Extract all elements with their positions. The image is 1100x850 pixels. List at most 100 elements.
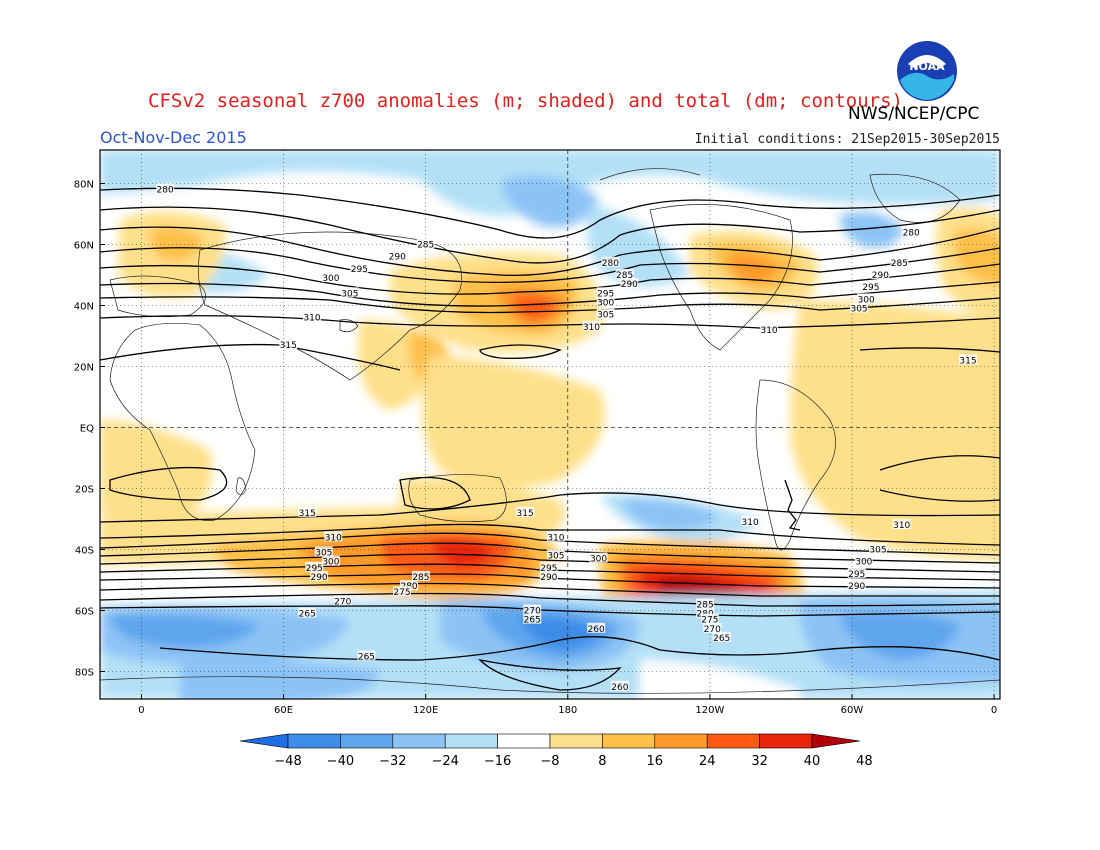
svg-text:265: 265 [358,652,375,662]
svg-text:310: 310 [583,323,600,333]
contour-label: 275 [392,586,411,598]
map-title: CFSv2 seasonal z700 anomalies (m; shaded… [148,90,903,112]
lon-tick-label: 0 [138,705,144,716]
svg-text:315: 315 [517,509,534,519]
svg-text:295: 295 [351,265,368,275]
contour-label: 285 [615,269,634,281]
contour-label: 310 [546,531,565,543]
contour-label: 310 [302,311,321,324]
lat-tick-label: 20N [74,363,94,374]
svg-text:270: 270 [524,607,541,617]
contour-label: 295 [350,262,369,275]
colorbar-tick-label: 8 [598,754,606,769]
svg-text:290: 290 [872,271,889,281]
coastlines [100,168,1000,694]
contour-label: 290 [847,580,866,592]
initial-conditions-label: Initial conditions: 21Sep2015-30Sep2015 [694,132,1000,147]
svg-text:265: 265 [299,610,316,620]
contour-label: 315 [279,339,298,351]
contour-label: 265 [298,607,317,620]
noaa-logo-icon: NOAA [897,41,957,101]
svg-text:260: 260 [588,625,605,635]
svg-text:305: 305 [869,546,886,556]
svg-text:300: 300 [855,558,872,568]
colorbar-max-triangle [811,733,861,749]
svg-text:290: 290 [310,573,327,583]
svg-text:310: 310 [742,518,759,528]
contour-label: 305 [596,308,615,321]
lon-tick-label: 0 [991,705,997,716]
svg-text:310: 310 [893,521,910,531]
contour-labels: 2802852902953003053103153102802852902953… [156,183,978,693]
svg-text:290: 290 [540,573,557,583]
svg-text:295: 295 [848,570,865,580]
contour-label: 265 [357,650,376,662]
contour-label: 315 [298,506,317,519]
svg-text:285: 285 [412,573,429,583]
longitude-ticks: 0 60E 120E 180 120W 60W 0 [138,694,997,716]
svg-text:275: 275 [393,588,410,598]
contour-label: 305 [314,546,333,559]
colorbar-tick-label: 32 [751,754,768,769]
graticule [100,150,1000,699]
contour-label: 290 [388,250,407,263]
svg-text:300: 300 [590,555,607,565]
lat-tick-label: 80N [74,180,94,191]
svg-text:305: 305 [850,305,867,315]
lat-tick-label: 80S [75,668,94,679]
contour-label: 295 [596,287,615,299]
colorbar-tick-label: −16 [484,754,511,769]
contour-label: 285 [416,238,435,251]
svg-text:305: 305 [341,289,358,299]
svg-text:280: 280 [903,228,920,238]
svg-text:295: 295 [540,564,557,574]
svg-text:265: 265 [524,616,541,626]
lon-tick-label: 60E [274,705,293,716]
contour-label: 310 [582,320,601,333]
svg-text:310: 310 [325,533,342,543]
contour-label: 280 [400,580,419,592]
svg-text:310: 310 [303,314,320,324]
contour-label: 305 [869,543,888,556]
contour-label: 285 [696,598,715,610]
contour-label: 280 [902,226,921,238]
svg-text:295: 295 [597,289,614,299]
svg-text:280: 280 [697,610,714,620]
contour-label: 310 [324,531,343,543]
colorbar-segment [706,733,760,749]
colorbar-tick-label: −32 [379,754,406,769]
contour-label: 260 [610,680,629,693]
contour-label: 300 [596,296,615,308]
lat-tick-label: 40N [74,302,94,313]
colorbar-segment [549,733,603,749]
svg-text:315: 315 [299,509,316,519]
svg-text:295: 295 [306,564,323,574]
contour-label: 310 [741,516,760,528]
contour-label: 270 [333,595,352,607]
contour-label: 270 [523,604,542,617]
contour-label: 260 [587,622,606,635]
colorbar-segment [654,733,708,749]
contour-label: 270 [703,622,722,635]
contour-label: 280 [156,183,175,196]
contour-label: 310 [892,519,911,531]
contour-label: 305 [340,287,359,299]
contour-label: 275 [700,613,719,626]
lat-tick-label: 60S [75,607,94,618]
contour-label: 295 [861,281,880,293]
map-frame [99,149,1001,700]
colorbar-tick-label: −40 [327,754,354,769]
svg-text:285: 285 [616,271,633,281]
agency-label: NWS/NCEP/CPC [848,104,980,124]
lat-tick-label: 20S [75,485,94,496]
svg-text:270: 270 [334,597,351,607]
colorbar-tick-label: −8 [540,754,559,769]
lat-tick-label: EQ [80,424,94,435]
contour-label: 285 [411,570,430,583]
contour-label: 265 [712,631,731,644]
svg-text:NOAA: NOAA [909,60,945,73]
contour-label: 300 [321,555,340,568]
contour-label: 265 [523,613,542,626]
contour-label: 315 [516,506,535,519]
contour-label: 290 [539,570,558,583]
